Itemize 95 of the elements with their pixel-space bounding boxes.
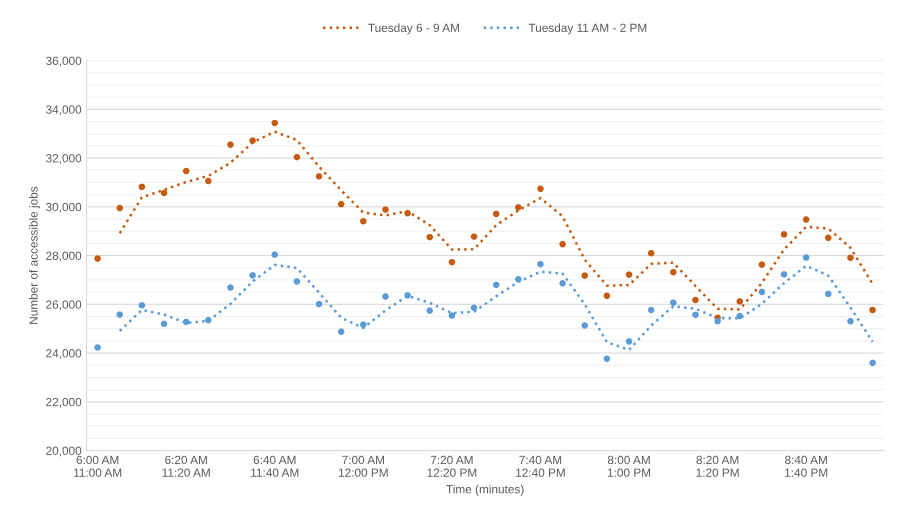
y-axis-title: Number of accessible jobs <box>29 186 40 324</box>
x-tick-label: 6:20 AM 11:20 AM <box>162 456 210 477</box>
point <box>714 318 721 324</box>
point <box>338 328 344 335</box>
x-tick-label: 8:00 AM 1:00 PM <box>608 456 650 477</box>
x-tick-label: 6:00 AM 11:00 AM <box>74 456 122 477</box>
point <box>182 168 190 174</box>
point <box>272 120 278 126</box>
y-tick-label: 26,000 <box>46 300 82 310</box>
point <box>847 318 854 324</box>
point <box>426 234 434 240</box>
point <box>272 251 278 258</box>
point <box>736 298 743 305</box>
point <box>515 276 522 282</box>
y-tick-label: 20,000 <box>46 446 82 456</box>
point <box>559 280 566 287</box>
point <box>160 190 168 196</box>
legend-label: Tuesday 6 - 9 AM <box>368 23 459 34</box>
point <box>249 137 256 144</box>
line-series <box>118 264 874 352</box>
point <box>227 284 234 291</box>
point <box>648 250 654 256</box>
point <box>138 302 146 309</box>
point <box>670 299 677 306</box>
point <box>338 200 344 208</box>
point <box>692 296 699 304</box>
point <box>604 355 610 362</box>
y-tick-label: 24,000 <box>46 349 82 359</box>
point <box>426 307 434 314</box>
point <box>648 306 654 314</box>
point <box>382 293 389 300</box>
point <box>736 312 743 320</box>
point <box>626 271 632 278</box>
point <box>780 271 788 278</box>
point <box>316 173 322 180</box>
point <box>780 231 788 238</box>
point <box>537 186 544 192</box>
point <box>847 254 854 262</box>
y-tick-label: 32,000 <box>46 154 82 164</box>
point <box>515 204 522 211</box>
x-tick-label: 8:40 AM 1:40 PM <box>785 456 828 477</box>
point <box>205 316 212 324</box>
point <box>626 338 632 345</box>
point <box>670 268 677 276</box>
point <box>802 254 810 261</box>
point <box>382 206 389 213</box>
point <box>604 292 610 300</box>
point <box>581 272 588 279</box>
point <box>205 178 212 184</box>
point <box>492 210 500 218</box>
point <box>116 204 124 212</box>
point <box>404 292 411 299</box>
x-tick-label: 6:40 AM 11:40 AM <box>251 456 298 477</box>
y-tick-label: 28,000 <box>46 252 82 262</box>
point <box>758 261 766 268</box>
x-tick-label: 7:00 AM 12:00 PM <box>338 456 388 477</box>
point <box>94 344 101 351</box>
point <box>116 311 124 318</box>
point <box>692 312 699 318</box>
point <box>94 255 101 262</box>
point <box>160 320 168 328</box>
y-tick-label: 36,000 <box>46 56 82 66</box>
point <box>360 321 367 328</box>
point <box>869 360 876 366</box>
legend-label: Tuesday 11 AM - 2 PM <box>528 23 646 34</box>
point <box>249 272 256 279</box>
point <box>825 290 832 298</box>
y-tick-label: 34,000 <box>46 105 82 116</box>
point <box>492 282 500 288</box>
x-tick-label: 8:20 AM 1:20 PM <box>696 456 739 477</box>
x-tick-label: 7:20 AM 12:20 PM <box>428 456 476 477</box>
x-tick-label: 7:40 AM 12:40 PM <box>516 456 565 477</box>
point <box>404 210 411 216</box>
point <box>470 233 478 240</box>
point <box>360 218 367 224</box>
point <box>470 304 478 312</box>
y-tick-label: 30,000 <box>46 202 82 213</box>
point <box>581 322 588 329</box>
point <box>227 141 234 148</box>
point <box>448 258 456 266</box>
point <box>448 312 456 319</box>
x-axis-title: Time (minutes) <box>446 484 524 496</box>
point <box>869 306 876 314</box>
point <box>802 216 810 223</box>
point <box>138 184 146 190</box>
point <box>294 154 300 160</box>
point <box>825 234 832 242</box>
y-tick-label: 22,000 <box>46 398 82 408</box>
point <box>559 240 566 248</box>
point <box>316 300 322 308</box>
point <box>758 288 766 296</box>
point <box>537 260 544 268</box>
point <box>294 278 300 285</box>
line-series <box>118 130 874 311</box>
point <box>182 318 190 326</box>
